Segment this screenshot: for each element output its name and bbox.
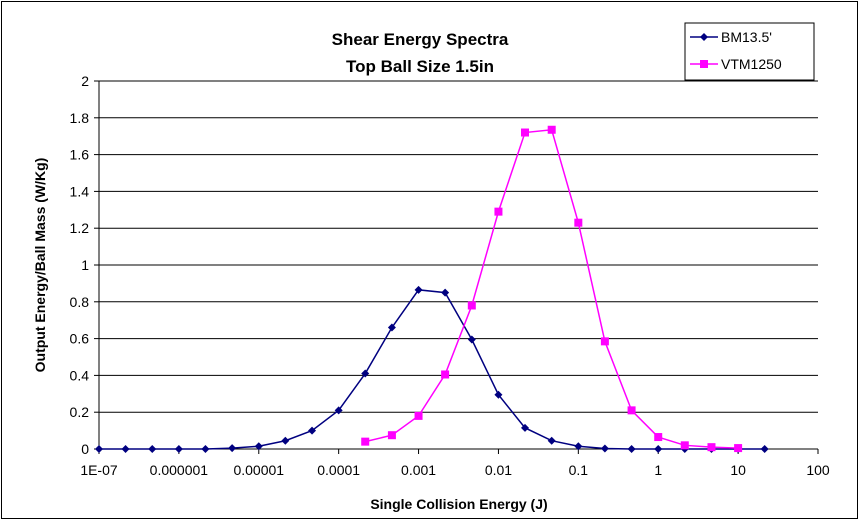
- data-point: [361, 437, 370, 446]
- chart-title-line-1: Shear Energy Spectra: [332, 30, 509, 49]
- series-layer: [95, 125, 769, 453]
- data-point: [680, 441, 689, 450]
- legend-box: [684, 22, 815, 81]
- y-tick-label: 1: [81, 257, 89, 273]
- data-point: [627, 406, 636, 415]
- data-point: [600, 444, 609, 453]
- data-point: [707, 443, 716, 452]
- x-tick-label: 0.000001: [150, 462, 209, 478]
- data-point: [361, 369, 370, 378]
- data-point: [734, 444, 743, 453]
- y-tick-label: 1.4: [70, 183, 90, 199]
- data-point: [574, 218, 583, 227]
- legend-marker-bm: [700, 33, 708, 41]
- data-point: [334, 406, 343, 415]
- data-point: [574, 442, 583, 451]
- data-point: [600, 337, 609, 346]
- y-tick-label: 0.8: [70, 294, 90, 310]
- x-tick-label: 0.00001: [233, 462, 284, 478]
- y-tick-label: 1.2: [70, 220, 90, 236]
- x-tick-label: 0.0001: [317, 462, 360, 478]
- x-tick-label: 1: [654, 462, 662, 478]
- data-point: [201, 445, 210, 453]
- data-point: [148, 445, 157, 453]
- y-tick-label: 0.2: [70, 404, 90, 420]
- data-point: [387, 431, 396, 440]
- data-point: [521, 128, 530, 137]
- data-point: [547, 125, 556, 134]
- data-point: [521, 423, 530, 432]
- x-tick-label: 0.1: [569, 462, 589, 478]
- y-tick-label: 2: [81, 73, 89, 89]
- y-axis-title: Output Energy/Ball Mass (W/Kg): [32, 158, 48, 373]
- data-point: [121, 445, 130, 453]
- legend-marker-vtm: [700, 60, 708, 68]
- data-point: [414, 411, 423, 420]
- x-tick-label: 100: [806, 462, 830, 478]
- data-point: [308, 426, 317, 435]
- y-ticks: 0 0.2 0.4 0.6 0.8 1 1.2 1.4 1.6 1.8 2: [70, 73, 99, 457]
- data-point: [654, 445, 663, 453]
- data-point: [467, 301, 476, 310]
- data-point: [654, 433, 663, 442]
- x-tick-label: 0.001: [401, 462, 436, 478]
- y-tick-label: 0.4: [70, 367, 90, 383]
- data-point: [627, 445, 636, 453]
- x-tick-label: 0.01: [485, 462, 512, 478]
- y-tick-label: 0: [81, 441, 89, 457]
- data-point: [494, 207, 503, 216]
- x-tick-label: 10: [730, 462, 746, 478]
- y-tick-label: 1.8: [70, 110, 90, 126]
- legend-label-vtm: VTM1250: [721, 56, 782, 72]
- y-tick-label: 1.6: [70, 147, 90, 163]
- x-ticks: 1E-07 0.000001 0.00001 0.0001 0.001 0.01 0.1 1 1…: [80, 449, 830, 478]
- legend-label-bm: BM13.5': [721, 29, 772, 45]
- gridlines: [99, 80, 818, 413]
- x-axis-title: Single Collision Energy (J): [370, 496, 547, 512]
- data-point: [254, 442, 263, 451]
- legend: BM13.5' VTM1250: [684, 22, 815, 81]
- x-tick-label: 1E-07: [80, 462, 118, 478]
- data-point: [95, 445, 103, 453]
- data-point: [441, 288, 450, 297]
- data-point: [387, 323, 396, 332]
- data-point: [441, 370, 450, 379]
- data-point: [547, 436, 556, 445]
- data-point: [760, 445, 769, 453]
- data-point: [467, 335, 476, 344]
- data-point: [494, 390, 503, 399]
- data-point: [414, 285, 423, 294]
- data-point: [174, 445, 183, 453]
- chart-title-line-2: Top Ball Size 1.5in: [346, 57, 494, 76]
- data-point: [228, 444, 237, 453]
- y-tick-label: 0.6: [70, 331, 90, 347]
- data-point: [281, 436, 290, 445]
- series-line-1: [99, 289, 765, 450]
